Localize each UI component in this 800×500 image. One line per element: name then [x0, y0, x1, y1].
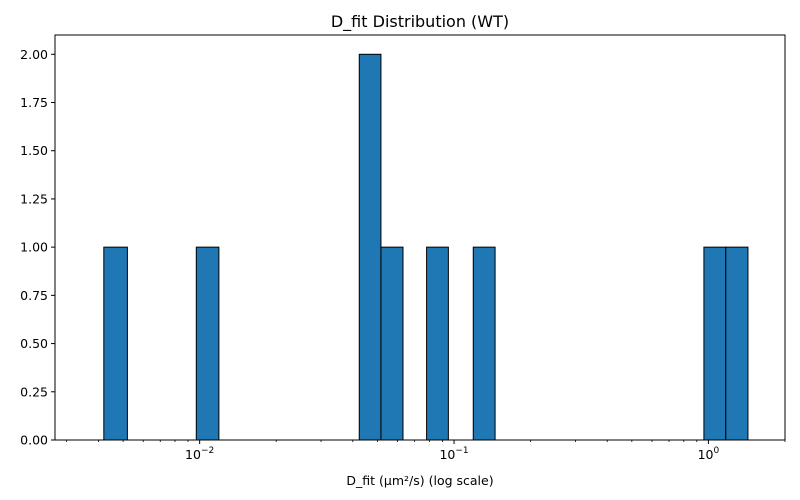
histogram-bar	[380, 246, 404, 441]
y-tick-label: 1.50	[20, 143, 48, 158]
y-tick-label: 0.25	[20, 384, 48, 399]
y-tick-label: 1.25	[20, 191, 48, 206]
histogram-bar	[358, 53, 382, 441]
histogram-bar	[703, 246, 727, 441]
x-axis-label: D_fit (μm²/s) (log scale)	[346, 473, 493, 488]
x-tick-label: 10−2	[185, 446, 214, 462]
y-axis: 0.00 0.25 0.50 0.75 1.00 1.25 1.50 1.75 2.00	[20, 47, 55, 448]
histogram-bar	[472, 246, 496, 441]
plot-area	[80, 53, 749, 441]
histogram-bar	[725, 246, 749, 441]
x-tick-label: 100	[698, 446, 720, 462]
y-tick-label: 2.00	[20, 47, 48, 62]
y-tick-label: 0.50	[20, 336, 48, 351]
x-axis: 10−2 10−1 100	[66, 440, 786, 462]
y-tick-label: 0.75	[20, 288, 48, 303]
y-tick-label: 0.00	[20, 433, 48, 448]
histogram-bar	[195, 246, 220, 441]
plot-frame	[54, 34, 786, 441]
y-tick-label: 1.00	[20, 240, 48, 255]
x-tick-label: 10−1	[439, 446, 468, 462]
histogram-bar	[426, 246, 449, 441]
chart-title: D_fit Distribution (WT)	[331, 12, 509, 32]
histogram-bar	[103, 246, 128, 441]
y-tick-label: 1.75	[20, 95, 48, 110]
